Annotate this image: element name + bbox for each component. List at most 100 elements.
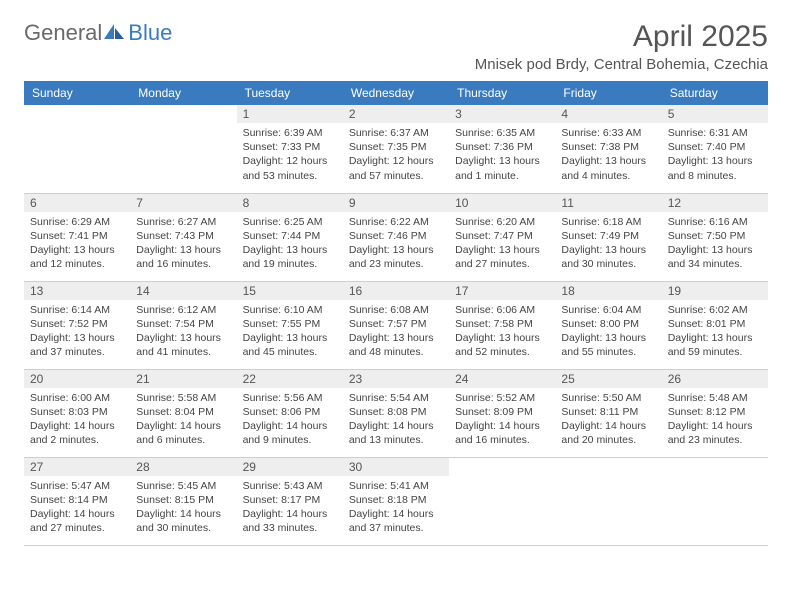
daylight-text: Daylight: 14 hours and 16 minutes. xyxy=(455,419,549,447)
calendar-thead: SundayMondayTuesdayWednesdayThursdayFrid… xyxy=(24,81,768,105)
daylight-text: Daylight: 13 hours and 8 minutes. xyxy=(668,154,762,182)
daylight-text: Daylight: 13 hours and 55 minutes. xyxy=(561,331,655,359)
day-number: 21 xyxy=(130,370,236,388)
calendar-week-row: 27Sunrise: 5:47 AMSunset: 8:14 PMDayligh… xyxy=(24,457,768,545)
daylight-text: Daylight: 13 hours and 19 minutes. xyxy=(243,243,337,271)
daylight-text: Daylight: 14 hours and 6 minutes. xyxy=(136,419,230,447)
calendar-week-row: 13Sunrise: 6:14 AMSunset: 7:52 PMDayligh… xyxy=(24,281,768,369)
daylight-text: Daylight: 13 hours and 16 minutes. xyxy=(136,243,230,271)
sunrise-text: Sunrise: 6:16 AM xyxy=(668,215,762,229)
sunrise-text: Sunrise: 6:18 AM xyxy=(561,215,655,229)
sunrise-text: Sunrise: 5:43 AM xyxy=(243,479,337,493)
day-content: Sunrise: 6:25 AMSunset: 7:44 PMDaylight:… xyxy=(237,212,343,275)
sunset-text: Sunset: 8:18 PM xyxy=(349,493,443,507)
sunset-text: Sunset: 7:49 PM xyxy=(561,229,655,243)
calendar-day-cell: 25Sunrise: 5:50 AMSunset: 8:11 PMDayligh… xyxy=(555,369,661,457)
daylight-text: Daylight: 14 hours and 37 minutes. xyxy=(349,507,443,535)
sunrise-text: Sunrise: 5:58 AM xyxy=(136,391,230,405)
sunset-text: Sunset: 7:38 PM xyxy=(561,140,655,154)
calendar-day-cell: 2Sunrise: 6:37 AMSunset: 7:35 PMDaylight… xyxy=(343,105,449,193)
day-number xyxy=(24,105,130,123)
sunset-text: Sunset: 7:43 PM xyxy=(136,229,230,243)
day-number: 5 xyxy=(662,105,768,123)
sunset-text: Sunset: 8:06 PM xyxy=(243,405,337,419)
page-title: April 2025 xyxy=(475,20,768,54)
daylight-text: Daylight: 13 hours and 27 minutes. xyxy=(455,243,549,271)
sunset-text: Sunset: 7:57 PM xyxy=(349,317,443,331)
calendar-body: 1Sunrise: 6:39 AMSunset: 7:33 PMDaylight… xyxy=(24,105,768,545)
sunrise-text: Sunrise: 6:31 AM xyxy=(668,126,762,140)
sunrise-text: Sunrise: 6:12 AM xyxy=(136,303,230,317)
day-number: 9 xyxy=(343,194,449,212)
day-number: 22 xyxy=(237,370,343,388)
sunrise-text: Sunrise: 6:08 AM xyxy=(349,303,443,317)
day-number: 25 xyxy=(555,370,661,388)
calendar-day-cell: 10Sunrise: 6:20 AMSunset: 7:47 PMDayligh… xyxy=(449,193,555,281)
calendar-week-row: 6Sunrise: 6:29 AMSunset: 7:41 PMDaylight… xyxy=(24,193,768,281)
sunrise-text: Sunrise: 6:06 AM xyxy=(455,303,549,317)
calendar-page: General Blue April 2025 Mnisek pod Brdy,… xyxy=(0,0,792,566)
daylight-text: Daylight: 14 hours and 30 minutes. xyxy=(136,507,230,535)
calendar-day-cell: 26Sunrise: 5:48 AMSunset: 8:12 PMDayligh… xyxy=(662,369,768,457)
calendar-day-cell: 29Sunrise: 5:43 AMSunset: 8:17 PMDayligh… xyxy=(237,457,343,545)
day-content: Sunrise: 6:22 AMSunset: 7:46 PMDaylight:… xyxy=(343,212,449,275)
day-number: 16 xyxy=(343,282,449,300)
daylight-text: Daylight: 14 hours and 13 minutes. xyxy=(349,419,443,447)
sunset-text: Sunset: 7:46 PM xyxy=(349,229,443,243)
day-content: Sunrise: 5:45 AMSunset: 8:15 PMDaylight:… xyxy=(130,476,236,539)
calendar-day-cell: 17Sunrise: 6:06 AMSunset: 7:58 PMDayligh… xyxy=(449,281,555,369)
day-number: 4 xyxy=(555,105,661,123)
day-number: 18 xyxy=(555,282,661,300)
logo-text-2: Blue xyxy=(128,20,172,46)
calendar-day-cell: 24Sunrise: 5:52 AMSunset: 8:09 PMDayligh… xyxy=(449,369,555,457)
sunset-text: Sunset: 8:03 PM xyxy=(30,405,124,419)
sunrise-text: Sunrise: 6:39 AM xyxy=(243,126,337,140)
calendar-day-cell: 19Sunrise: 6:02 AMSunset: 8:01 PMDayligh… xyxy=(662,281,768,369)
calendar-week-row: 1Sunrise: 6:39 AMSunset: 7:33 PMDaylight… xyxy=(24,105,768,193)
day-content: Sunrise: 6:08 AMSunset: 7:57 PMDaylight:… xyxy=(343,300,449,363)
sunrise-text: Sunrise: 6:37 AM xyxy=(349,126,443,140)
sunrise-text: Sunrise: 5:48 AM xyxy=(668,391,762,405)
day-number: 15 xyxy=(237,282,343,300)
day-number: 7 xyxy=(130,194,236,212)
day-content: Sunrise: 6:29 AMSunset: 7:41 PMDaylight:… xyxy=(24,212,130,275)
sunset-text: Sunset: 8:17 PM xyxy=(243,493,337,507)
calendar-day-cell: 14Sunrise: 6:12 AMSunset: 7:54 PMDayligh… xyxy=(130,281,236,369)
day-header: Thursday xyxy=(449,81,555,105)
calendar-day-cell: 15Sunrise: 6:10 AMSunset: 7:55 PMDayligh… xyxy=(237,281,343,369)
calendar-day-cell: 23Sunrise: 5:54 AMSunset: 8:08 PMDayligh… xyxy=(343,369,449,457)
calendar-day-cell: 5Sunrise: 6:31 AMSunset: 7:40 PMDaylight… xyxy=(662,105,768,193)
calendar-day-cell: 4Sunrise: 6:33 AMSunset: 7:38 PMDaylight… xyxy=(555,105,661,193)
sunset-text: Sunset: 7:52 PM xyxy=(30,317,124,331)
day-content: Sunrise: 6:37 AMSunset: 7:35 PMDaylight:… xyxy=(343,123,449,186)
calendar-day-cell: 6Sunrise: 6:29 AMSunset: 7:41 PMDaylight… xyxy=(24,193,130,281)
daylight-text: Daylight: 14 hours and 20 minutes. xyxy=(561,419,655,447)
calendar-day-cell xyxy=(24,105,130,193)
page-header: General Blue April 2025 Mnisek pod Brdy,… xyxy=(24,20,768,73)
logo-triangle-icon xyxy=(104,22,126,45)
day-content: Sunrise: 5:52 AMSunset: 8:09 PMDaylight:… xyxy=(449,388,555,451)
sunset-text: Sunset: 8:11 PM xyxy=(561,405,655,419)
day-content: Sunrise: 5:48 AMSunset: 8:12 PMDaylight:… xyxy=(662,388,768,451)
day-number: 30 xyxy=(343,458,449,476)
calendar-day-cell: 16Sunrise: 6:08 AMSunset: 7:57 PMDayligh… xyxy=(343,281,449,369)
day-header: Sunday xyxy=(24,81,130,105)
daylight-text: Daylight: 14 hours and 9 minutes. xyxy=(243,419,337,447)
day-content: Sunrise: 6:35 AMSunset: 7:36 PMDaylight:… xyxy=(449,123,555,186)
day-number: 3 xyxy=(449,105,555,123)
daylight-text: Daylight: 13 hours and 1 minute. xyxy=(455,154,549,182)
sunset-text: Sunset: 7:47 PM xyxy=(455,229,549,243)
calendar-day-cell xyxy=(662,457,768,545)
calendar-table: SundayMondayTuesdayWednesdayThursdayFrid… xyxy=(24,81,768,546)
sunrise-text: Sunrise: 6:02 AM xyxy=(668,303,762,317)
sunrise-text: Sunrise: 6:27 AM xyxy=(136,215,230,229)
sunset-text: Sunset: 8:00 PM xyxy=(561,317,655,331)
daylight-text: Daylight: 14 hours and 27 minutes. xyxy=(30,507,124,535)
sunset-text: Sunset: 7:54 PM xyxy=(136,317,230,331)
calendar-day-cell: 9Sunrise: 6:22 AMSunset: 7:46 PMDaylight… xyxy=(343,193,449,281)
day-content: Sunrise: 5:43 AMSunset: 8:17 PMDaylight:… xyxy=(237,476,343,539)
sunset-text: Sunset: 8:08 PM xyxy=(349,405,443,419)
calendar-day-cell: 28Sunrise: 5:45 AMSunset: 8:15 PMDayligh… xyxy=(130,457,236,545)
sunrise-text: Sunrise: 5:47 AM xyxy=(30,479,124,493)
day-number: 1 xyxy=(237,105,343,123)
